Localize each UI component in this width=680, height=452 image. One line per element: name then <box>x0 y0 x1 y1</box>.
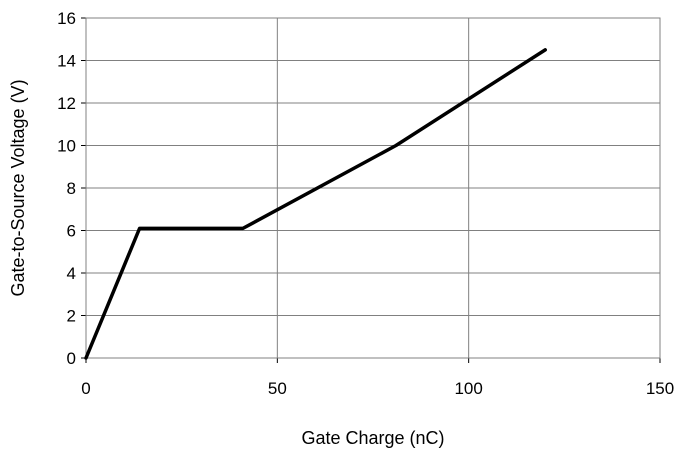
axis-ticks <box>81 17 661 363</box>
x-axis-label: Gate Charge (nC) <box>301 428 444 448</box>
x-tick-label: 100 <box>454 379 482 398</box>
y-tick-label: 12 <box>57 94 76 113</box>
plot-area <box>85 17 661 359</box>
y-tick-label: 8 <box>67 179 76 198</box>
y-tick-label: 10 <box>57 137 76 156</box>
x-tick-label: 0 <box>81 379 90 398</box>
x-tick-label: 50 <box>268 379 287 398</box>
grid-lines <box>85 17 661 359</box>
y-tick-label: 16 <box>57 9 76 28</box>
y-tick-label: 4 <box>67 264 76 283</box>
y-tick-label: 2 <box>67 307 76 326</box>
series-line <box>84 48 547 360</box>
y-axis-label: Gate-to-Source Voltage (V) <box>8 79 28 296</box>
tick-labels: 0 2 4 6 8 10 12 14 16 0 50 100 150 <box>57 9 674 398</box>
x-tick-label: 150 <box>646 379 674 398</box>
y-tick-label: 0 <box>67 349 76 368</box>
y-tick-label: 14 <box>57 52 76 71</box>
y-tick-label: 6 <box>67 222 76 241</box>
series-layer <box>84 48 547 360</box>
